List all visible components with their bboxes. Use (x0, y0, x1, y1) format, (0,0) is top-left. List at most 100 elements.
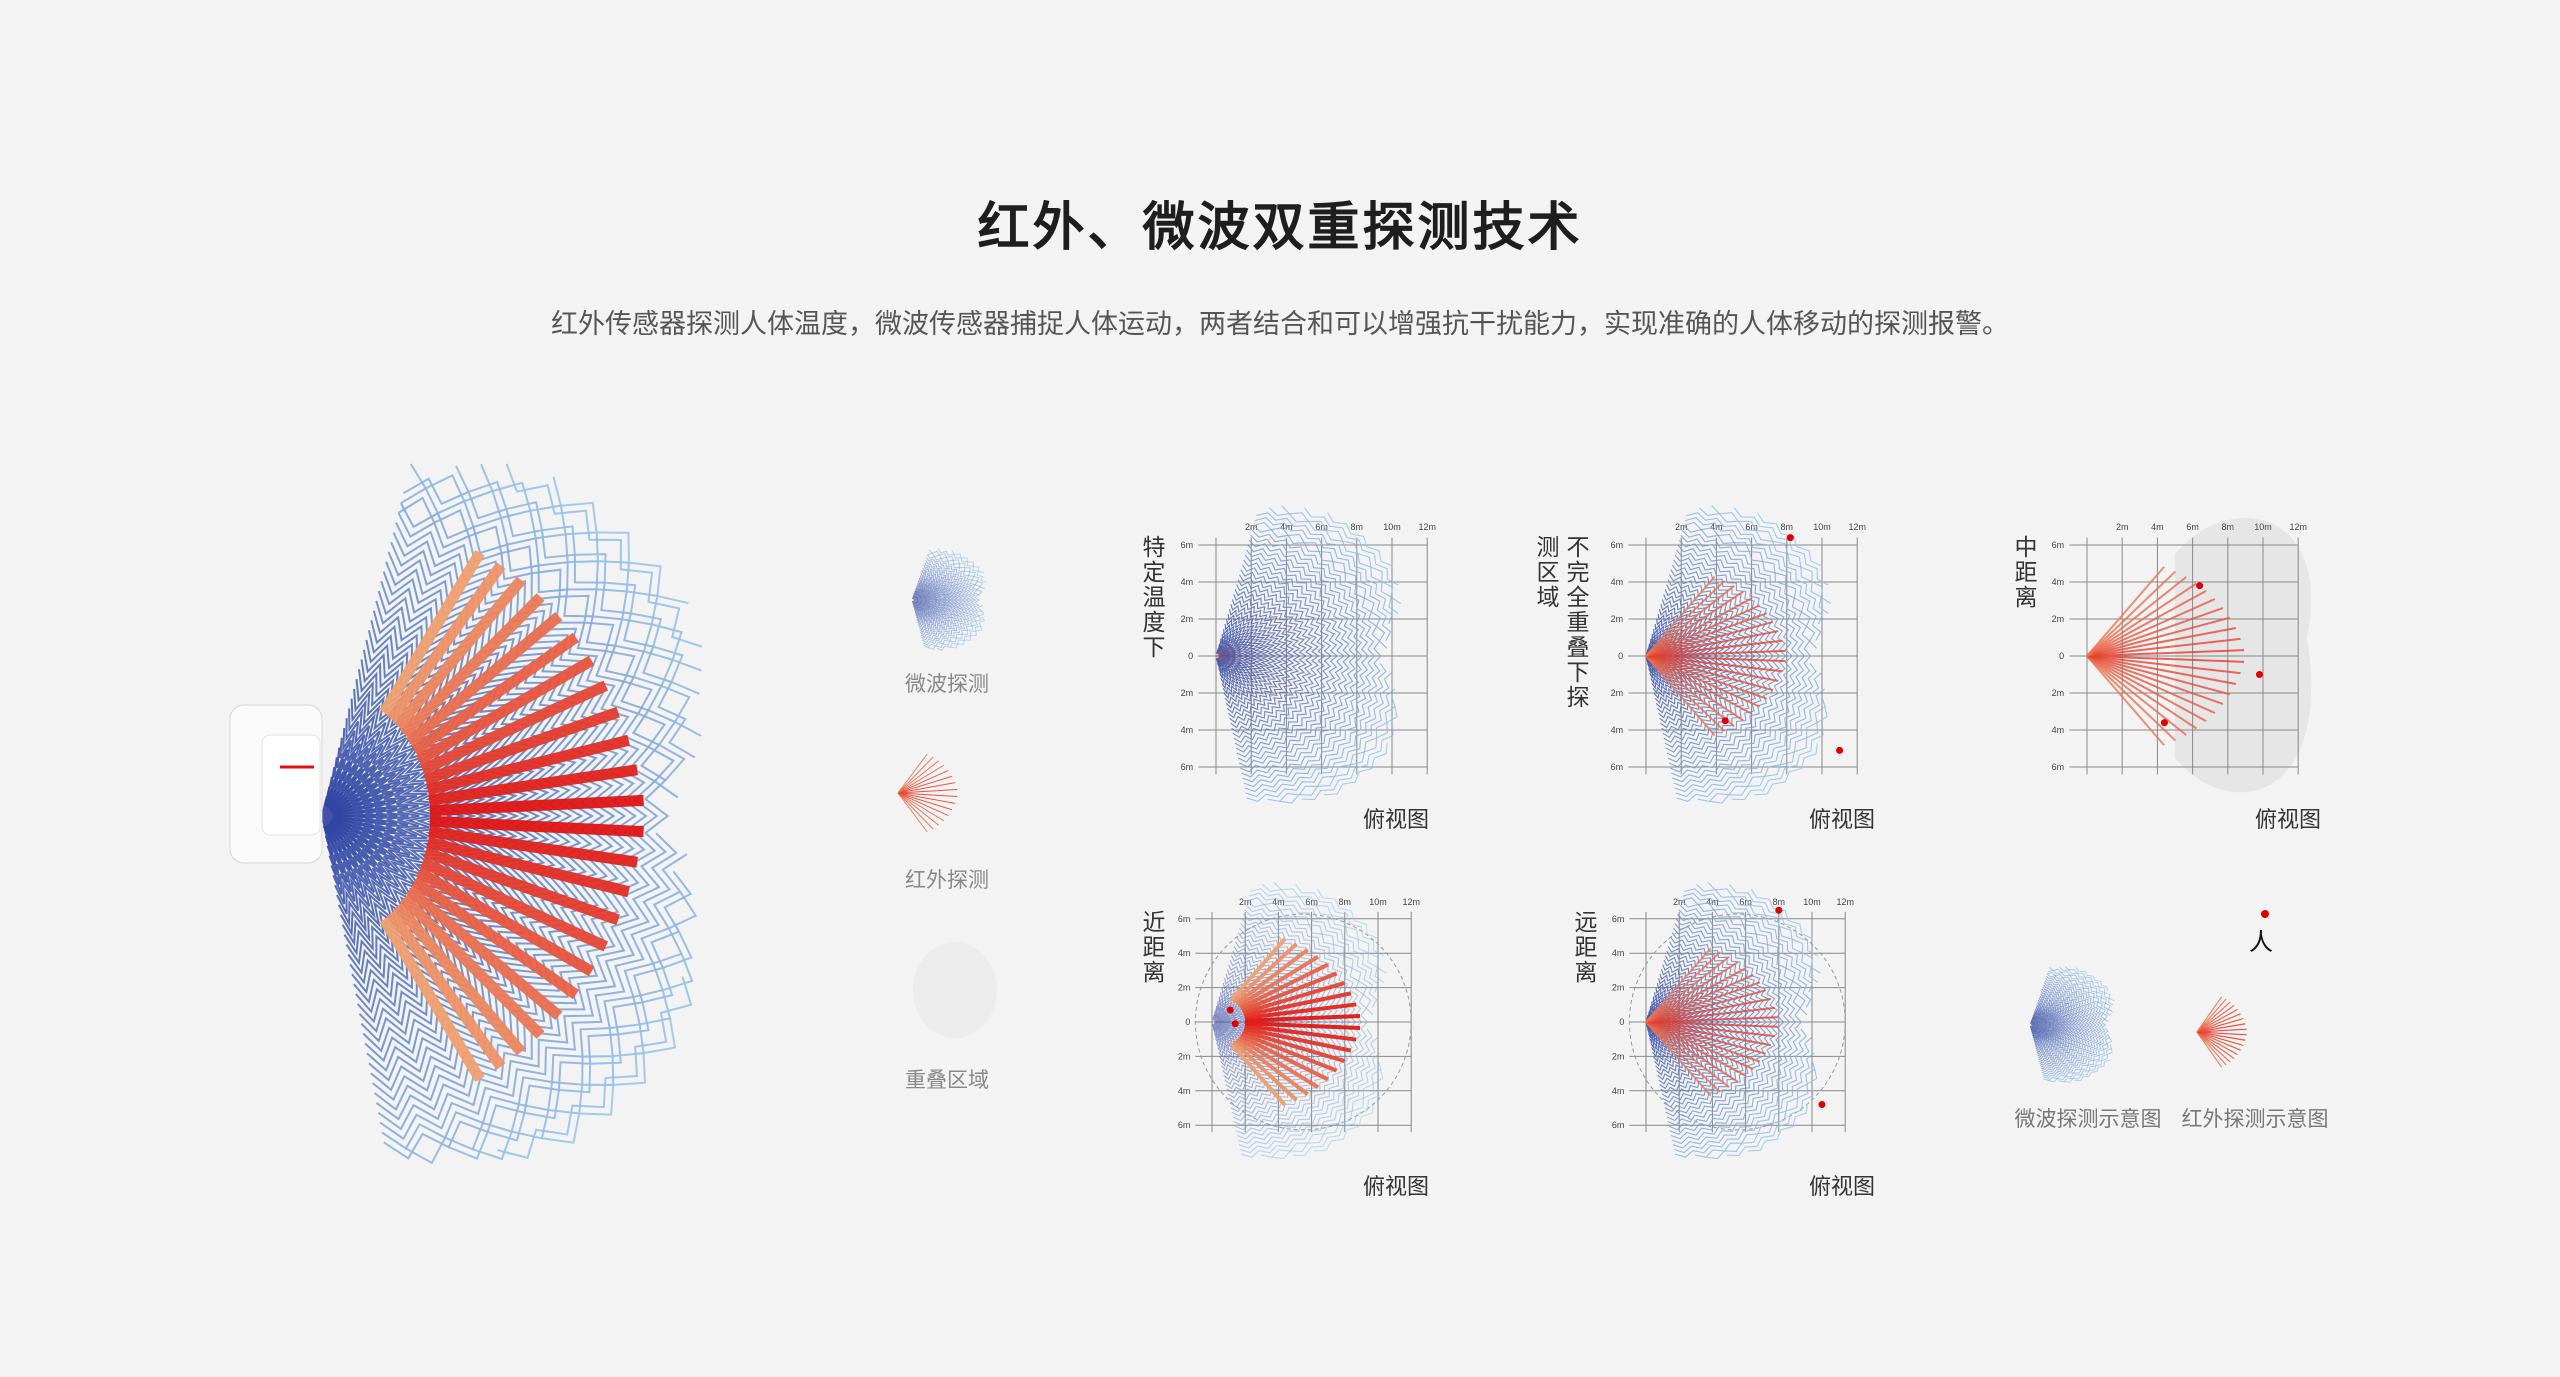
microwave-wave-line (448, 931, 693, 1160)
x-tick-label: 10m (1803, 897, 1821, 907)
infrared-ray (2196, 998, 2227, 1033)
infrared-ray (1215, 615, 1295, 657)
microwave-wave-line (914, 584, 934, 616)
infrared-ray (1645, 1021, 1771, 1047)
infrared-ray (897, 764, 945, 794)
x-tick-label: 6m (1315, 522, 1328, 532)
infrared-ray (1234, 1038, 1309, 1096)
microwave-wave-line (1668, 913, 1785, 1131)
microwave-wave-line (1659, 589, 1732, 724)
y-tick-label: 4m (1611, 725, 1624, 735)
microwave-wave-line (1683, 888, 1813, 993)
microwave-wave-line (2036, 995, 2075, 1055)
microwave-wave-line (341, 688, 467, 947)
microwave-wave-line (2030, 1019, 2039, 1031)
microwave-wave-line (1683, 521, 1817, 649)
microwave-wave-line (383, 870, 693, 1160)
microwave-wave-line (1221, 973, 1276, 1072)
x-tick-label: 8m (1773, 897, 1786, 907)
infrared-ray (426, 836, 630, 898)
microwave-wave-line (919, 567, 962, 633)
y-tick-label: 4m (1178, 948, 1191, 958)
microwave-wave-line (1654, 608, 1707, 705)
person-dot (2255, 671, 2263, 678)
microwave-wave-line (1224, 608, 1277, 705)
infrared-ray (2196, 1023, 2246, 1033)
chart-1-caption: 俯视图 (1362, 808, 1429, 833)
microwave-wave-line (1273, 881, 1387, 974)
infrared-ray (1645, 649, 1786, 657)
microwave-wave-line (1663, 569, 1756, 744)
microwave-wave-line (1233, 569, 1326, 744)
infrared-ray (2196, 996, 2223, 1033)
microwave-wave-line (1218, 638, 1238, 674)
chart-2-label: 不完全重叠下探测区域 (1532, 535, 1588, 710)
microwave-wave-line (1667, 918, 1779, 1126)
infrared-ray (2086, 655, 2177, 742)
microwave-wave-line (1686, 512, 1823, 625)
y-tick-label: 6m (1611, 762, 1624, 772)
infrared-ray (1245, 1014, 1361, 1023)
microwave-wave-line (1212, 1010, 1227, 1034)
infrared-ray (416, 655, 595, 765)
infrared-ray (897, 775, 953, 794)
microwave-wave-line (1232, 923, 1339, 1122)
infrared-ray (411, 632, 580, 756)
microwave-wave-line (2035, 999, 2069, 1051)
infrared-ray (386, 562, 506, 723)
infrared-ray (2086, 582, 2198, 657)
microwave-wave-line (356, 610, 552, 1024)
infrared-ray (2196, 1031, 2238, 1056)
y-tick-label: 4m (1181, 577, 1194, 587)
microwave-wave-line (1658, 594, 1725, 719)
page-title: 红外、微波双重探测技术 (977, 198, 1583, 258)
y-tick-label: 4m (1612, 1086, 1625, 1096)
infrared-ray (2196, 1031, 2235, 1059)
infrared-ray (1645, 1021, 1721, 1093)
y-tick-label: 0 (2059, 651, 2064, 661)
infrared-ray (411, 876, 580, 1000)
microwave-wave-line (2041, 977, 2100, 1073)
y-tick-label: 4m (1181, 725, 1194, 735)
microwave-wave-line (1224, 959, 1293, 1085)
person-key-dot (2261, 910, 2269, 918)
infrared-ray (2196, 1031, 2241, 1051)
y-tick-label: 2m (1178, 983, 1191, 993)
microwave-wave-line (332, 737, 409, 895)
infrared-ray (386, 909, 506, 1070)
microwave-wave-line (1711, 505, 1832, 605)
microwave-wave-line (1222, 618, 1265, 695)
infrared-ray (1645, 974, 1754, 1023)
microwave-wave-line (2030, 1017, 2042, 1033)
microwave-wave-line (1216, 995, 1245, 1050)
microwave-wave-line (1217, 643, 1232, 669)
microwave-wave-line (915, 582, 938, 619)
y-tick-label: 6m (2052, 540, 2065, 550)
microwave-wave-line (1248, 892, 1378, 1008)
microwave-wave-line (339, 698, 455, 937)
microwave-wave-line (370, 541, 627, 1092)
microwave-wave-line (1734, 507, 1829, 586)
y-tick-label: 4m (2052, 725, 2065, 735)
microwave-wave-line (1301, 724, 1394, 801)
chart-5-caption: 俯视图 (1808, 1175, 1875, 1200)
microwave-wave-line (1262, 883, 1385, 983)
microwave-wave-line (2034, 1004, 2062, 1047)
microwave-wave-line (472, 953, 694, 1161)
microwave-wave-line (1256, 512, 1393, 625)
microwave-wave-line (1236, 904, 1363, 1140)
infrared-ray (2196, 1005, 2235, 1033)
microwave-wave-line (1239, 1036, 1379, 1154)
y-tick-label: 0 (1618, 651, 1623, 661)
microwave-wave-line (338, 708, 442, 928)
microwave-wave-line (1651, 991, 1685, 1054)
microwave-wave-line (1234, 564, 1332, 748)
microwave-wave-line (2039, 984, 2091, 1066)
infrared-ray (426, 734, 630, 796)
microwave-wave-line (347, 659, 498, 976)
infrared-ray (1215, 607, 1282, 657)
infrared-ray (1645, 955, 1730, 1023)
microwave-wave-line (541, 1018, 677, 1144)
chart-4-caption: 俯视图 (1362, 1175, 1429, 1200)
microwave-wave-line (1673, 525, 1812, 788)
